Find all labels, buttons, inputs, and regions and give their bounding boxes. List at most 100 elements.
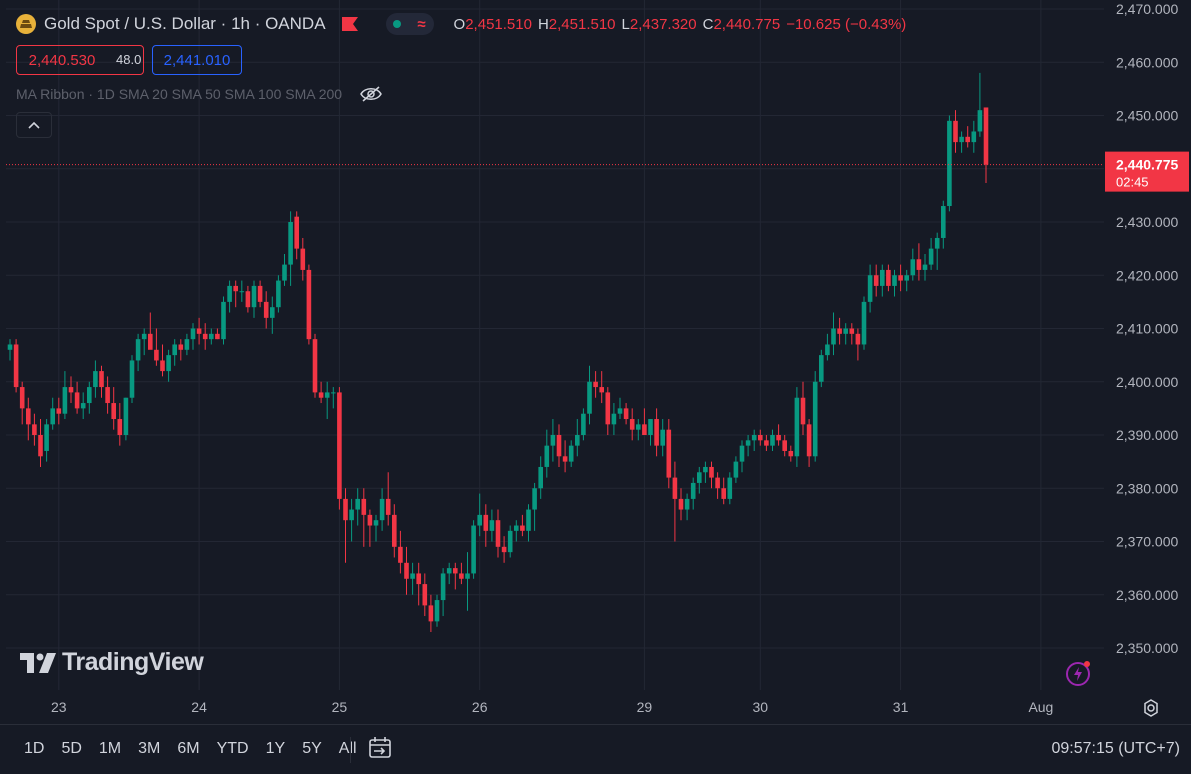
candle-body — [141, 333, 147, 340]
tradingview-logo[interactable]: TradingView — [20, 648, 204, 677]
candle-body — [806, 424, 812, 457]
candle-body — [13, 344, 19, 388]
candle-body — [733, 461, 739, 478]
candle-body — [837, 328, 842, 334]
candle-body — [800, 397, 806, 425]
candle-body — [385, 498, 391, 515]
lightning-alert-icon[interactable] — [1066, 660, 1092, 686]
candle-body — [190, 328, 196, 340]
time-tick-label: 25 — [332, 699, 348, 715]
buy-button[interactable]: 2,441.010 — [152, 45, 242, 75]
tradingview-wordmark: TradingView — [62, 648, 204, 676]
candle-body — [62, 387, 68, 414]
candle-body — [135, 339, 141, 361]
time-tick-label: 26 — [472, 699, 488, 715]
eye-off-icon[interactable] — [360, 86, 382, 102]
price-tick-label: 2,380.000 — [1116, 480, 1178, 496]
sell-price: 2,440.530 — [28, 51, 96, 69]
candle-body — [495, 520, 501, 547]
candle-body — [87, 387, 92, 404]
range-button[interactable]: 6M — [177, 740, 200, 757]
candle-body — [202, 333, 208, 340]
timezone-clock[interactable]: 09:57:15 (UTC+7) — [1051, 740, 1180, 757]
range-button[interactable]: 3M — [138, 740, 161, 757]
candle-body — [654, 419, 659, 446]
candle-body — [465, 573, 470, 579]
market-status-pill[interactable]: ≈ — [385, 13, 434, 35]
price-tick-label: 2,470.000 — [1116, 1, 1178, 17]
candle-body — [678, 498, 684, 510]
candle-body — [648, 419, 653, 435]
price-tick-label: 2,410.000 — [1116, 321, 1178, 337]
candle-body — [154, 349, 159, 361]
candle-body — [428, 605, 434, 622]
candle-body — [684, 498, 690, 510]
close-value: 2,440.775 — [713, 15, 781, 33]
goto-date-calendar-icon[interactable] — [367, 735, 393, 761]
candle-body — [867, 275, 873, 302]
range-button[interactable]: 1Y — [265, 740, 286, 757]
candle-body — [861, 301, 867, 345]
range-button[interactable]: 5D — [61, 740, 82, 757]
price-tick-label: 2,450.000 — [1116, 108, 1178, 124]
candle-body — [50, 408, 55, 425]
candle-body — [404, 562, 409, 579]
candle-body — [440, 573, 446, 601]
candle-body — [209, 333, 214, 340]
price-tick-label: 2,370.000 — [1116, 534, 1178, 550]
candle-body — [782, 440, 787, 451]
range-button[interactable]: 1M — [98, 740, 122, 757]
candle-body — [605, 392, 611, 425]
price-tick-label: 2,360.000 — [1116, 587, 1178, 603]
indicator-legend[interactable]: MA Ribbon · 1D SMA 20 SMA 50 SMA 100 SMA… — [16, 86, 382, 102]
candles — [7, 72, 989, 633]
candle-body — [312, 339, 318, 393]
candle-body — [727, 477, 733, 499]
symbol-title[interactable]: Gold Spot / U.S. Dollar · 1h · OANDA — [44, 14, 326, 33]
range-button[interactable]: YTD — [216, 740, 249, 757]
price-axis: 2,470.0002,460.0002,450.0002,440.0002,43… — [1116, 1, 1178, 656]
candle-body — [7, 344, 13, 350]
collapse-legend-button[interactable] — [16, 112, 52, 138]
close-label: C — [702, 15, 714, 33]
time-tick-label: 29 — [637, 699, 653, 715]
candle-body — [697, 472, 702, 483]
candle-body — [160, 360, 165, 372]
candle-body — [300, 248, 306, 270]
settings-gear-icon[interactable] — [1141, 698, 1161, 718]
candle-body — [666, 429, 672, 478]
candle-body — [703, 466, 708, 473]
candle-body — [501, 546, 507, 553]
flag-icon[interactable] — [341, 17, 358, 31]
candle-body — [562, 456, 568, 462]
spread-value: 48.0 — [116, 52, 142, 67]
candle-body — [922, 264, 928, 270]
ohlc-readout: O2,451.510 H2,451.510 L2,437.320 C2,440.… — [454, 16, 907, 33]
bottom-toolbar: 1D 5D 1M 3M 6M YTD 1Y 5Y All 09:57:15 (U… — [0, 724, 1191, 774]
candle-body — [446, 568, 452, 574]
candle-body — [538, 466, 543, 489]
candle-body — [770, 435, 775, 446]
sell-button[interactable]: 2,440.530 — [16, 45, 144, 75]
range-button[interactable]: 1D — [24, 740, 45, 757]
candle-body — [282, 264, 287, 281]
candle-body — [794, 397, 800, 457]
candle-body — [373, 520, 379, 526]
candle-body — [587, 381, 592, 414]
candle-body — [721, 488, 726, 499]
candle-body — [148, 333, 153, 350]
candle-body — [306, 269, 312, 340]
range-button[interactable]: 5Y — [302, 740, 322, 757]
candle-body — [227, 285, 232, 302]
low-label: L — [621, 15, 630, 33]
candle-body — [819, 355, 824, 382]
candle-body — [349, 509, 354, 521]
candle-body — [758, 435, 763, 441]
candle-body — [111, 403, 116, 420]
time-tick-label: 30 — [753, 699, 769, 715]
time-tick-label: 24 — [191, 699, 207, 715]
candle-body — [257, 285, 263, 302]
candle-body — [99, 371, 104, 388]
range-button[interactable]: All — [338, 740, 357, 757]
